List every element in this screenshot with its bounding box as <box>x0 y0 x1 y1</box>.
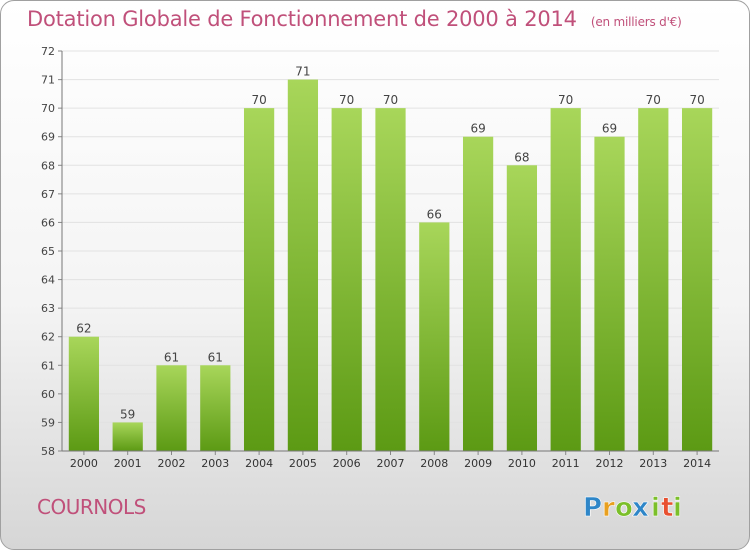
y-tick-label: 65 <box>41 245 55 258</box>
bar-2014 <box>681 108 713 452</box>
x-tick-label-2003: 2003 <box>201 457 229 470</box>
x-tick-label-2006: 2006 <box>333 457 361 470</box>
value-label-2001: 59 <box>120 407 135 421</box>
x-tick-label-2001: 2001 <box>114 457 142 470</box>
value-label-2003: 61 <box>208 350 223 364</box>
bar-2009 <box>462 136 494 451</box>
bar-2011 <box>550 108 581 452</box>
y-tick-label: 70 <box>41 102 55 115</box>
chart-title: Dotation Globale de Fonctionnement de 20… <box>27 7 682 31</box>
y-tick-label: 66 <box>41 216 55 229</box>
bars <box>68 79 713 452</box>
y-tick-label: 58 <box>41 445 55 458</box>
unit-subtitle: (en milliers d'€) <box>590 15 682 29</box>
value-label-2002: 61 <box>164 350 179 364</box>
x-axis-ticks: 2000 2001 2002 2003 2004 2005 2006 2007 2008 2009… <box>70 451 711 470</box>
x-tick-label-2012: 2012 <box>596 457 624 470</box>
x-tick-label-2008: 2008 <box>420 457 448 470</box>
logo-letter: x <box>632 493 649 523</box>
logo-letter: P <box>583 493 602 523</box>
y-tick-label: 62 <box>41 331 55 344</box>
bar-2012 <box>594 136 625 451</box>
y-tick-label: 69 <box>41 131 55 144</box>
bar-2001 <box>112 422 143 451</box>
value-label-2008: 66 <box>427 207 442 221</box>
value-label-2005: 71 <box>295 65 310 79</box>
logo-letter: i <box>673 493 682 523</box>
bar-2004 <box>243 108 275 452</box>
logo-letter: t <box>661 493 673 523</box>
bar-2013 <box>638 108 669 452</box>
x-tick-label-2013: 2013 <box>639 457 667 470</box>
bar-2010 <box>506 165 538 452</box>
bar-2002 <box>156 365 187 451</box>
logo-letter: r <box>602 493 615 523</box>
value-labels: 62 59 61 61 70 71 70 70 66 69 68 70 69 70 70 <box>76 65 704 422</box>
y-tick-label: 67 <box>41 188 55 201</box>
y-tick-label: 60 <box>41 388 55 401</box>
x-tick-label-2005: 2005 <box>289 457 317 470</box>
y-tick-label: 71 <box>41 74 55 87</box>
value-label-2006: 70 <box>339 93 354 107</box>
x-tick-label-2007: 2007 <box>377 457 405 470</box>
y-tick-label: 61 <box>41 359 55 372</box>
value-label-2007: 70 <box>383 93 398 107</box>
x-tick-label-2002: 2002 <box>158 457 186 470</box>
x-tick-label-2011: 2011 <box>552 457 580 470</box>
logo-letter: i <box>651 493 660 523</box>
bar-chart: 58 59 60 61 62 63 64 65 66 67 68 69 70 71 72 62 59 61 61 7… <box>41 45 719 470</box>
value-label-2009: 69 <box>470 122 485 136</box>
axes <box>61 51 719 452</box>
bar-2007 <box>375 108 406 452</box>
bar-2008 <box>419 222 450 451</box>
logo-letter: o <box>615 493 633 523</box>
x-tick-label-2004: 2004 <box>245 457 273 470</box>
y-tick-label: 63 <box>41 302 55 315</box>
value-label-2000: 62 <box>76 322 91 336</box>
x-tick-label-2009: 2009 <box>464 457 492 470</box>
value-label-2014: 70 <box>689 93 704 107</box>
x-tick-label-2000: 2000 <box>70 457 98 470</box>
bar-2005 <box>287 79 319 452</box>
bar-2006 <box>331 108 362 452</box>
y-axis-ticks: 58 59 60 61 62 63 64 65 66 67 68 69 70 71 72 <box>41 45 62 458</box>
title-text: Dotation Globale de Fonctionnement de 20… <box>27 7 577 31</box>
commune-name: COURNOLS <box>37 495 146 519</box>
value-label-2013: 70 <box>646 93 661 107</box>
value-label-2010: 68 <box>514 150 529 164</box>
x-tick-label-2010: 2010 <box>508 457 536 470</box>
y-tick-label: 72 <box>41 45 55 58</box>
bar-2000 <box>68 336 100 451</box>
value-label-2004: 70 <box>251 93 266 107</box>
y-tick-label: 68 <box>41 159 55 172</box>
value-label-2011: 70 <box>558 93 573 107</box>
value-label-2012: 69 <box>602 122 617 136</box>
y-tick-label: 64 <box>41 274 55 287</box>
bar-2003 <box>200 365 231 451</box>
x-tick-label-2014: 2014 <box>683 457 711 470</box>
y-tick-label: 59 <box>41 416 55 429</box>
